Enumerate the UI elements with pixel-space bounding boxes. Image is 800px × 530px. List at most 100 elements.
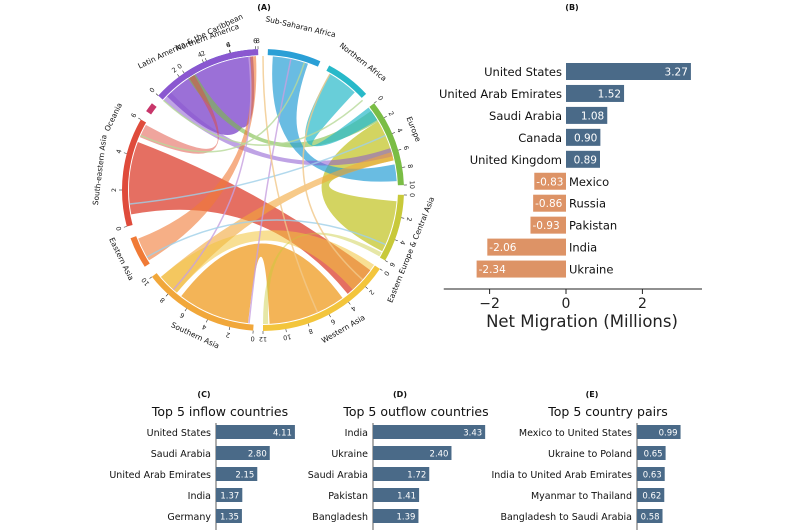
chord-tick-label-8-0: 0 [115,226,124,232]
small-category-label-1-3: Pakistan [328,491,368,502]
chord-tick-8-3 [138,117,142,120]
chord-thin-link-6 [302,73,364,281]
small-category-label-0-4: Germany [167,512,211,523]
small-category-label-2-4: Bangladesh to Saudi Arabia [500,512,632,523]
net-category-label-8: India [569,241,597,255]
net-bar-8 [487,238,566,256]
chord-tick-label-5-6: 12 [259,335,267,343]
chord-tick-6-1 [228,326,231,331]
net-category-label-7: Pakistan [569,219,617,233]
net-x-tick-label-0: −2 [479,296,500,312]
chord-thin-link-5 [146,219,386,258]
chord-tick-label-3-1: 2 [386,110,395,118]
chord-tick-10-2 [201,59,204,63]
chord-arc-4 [379,194,404,261]
chord-tick-label-6-3: 6 [178,311,186,320]
outflow-chart-title: Top 5 outflow countries [343,404,489,419]
net-bar-7 [530,216,566,234]
chord-tick-label-4-1: 2 [405,216,414,222]
chord-tick-label-10-1: 2 [170,66,178,75]
chord-tick-label-0-2: 4 [226,41,232,50]
net-bar-3 [566,128,601,146]
chord-tick-4-1 [401,217,405,219]
net-value-label-6: -0.86 [535,198,562,210]
chord-thin-links [129,55,386,324]
small-category-label-2-0: Mexico to United States [519,428,632,439]
chord-tick-6-5 [149,276,153,279]
panel-c-label: (C) [197,390,211,399]
chord-arc-2 [326,65,367,98]
chord-tick-0-2 [229,49,231,53]
chord-tick-label-0-3: 6 [253,37,258,45]
chord-tick-label-6-2: 4 [201,322,208,331]
chord-tick-label-5-3: 6 [329,317,336,326]
chord-tick-label-8-3: 6 [129,112,138,120]
chord-tick-label-4-3: 6 [388,261,397,269]
chord-arc-1 [267,49,321,67]
chord-thin-link-1 [129,134,386,205]
small-category-label-2-3: Myanmar to Thailand [531,491,632,502]
chord-tick-label-6-4: 8 [158,296,166,305]
pairs-chart-title: Top 5 country pairs [548,404,668,419]
panel-d-label: (D) [393,390,407,399]
small-bar-2-4 [637,509,663,523]
small-bar-0-2 [216,467,258,481]
chord-tick-4-3 [384,260,388,263]
chord-tick-label-5-0: 0 [382,269,391,277]
net-bar-0 [566,63,691,80]
net-bar-5 [534,172,566,190]
chord-arc-6 [151,273,254,331]
chord-thin-link-0 [248,58,292,324]
chord-tick-label-4-0: 0 [408,193,416,197]
panel-a-label: (A) [257,3,271,12]
small-value-label-2-2: 0.63 [643,471,662,481]
chord-ribbon-10 [160,230,375,293]
net-category-label-1: United Arab Emirates [439,87,562,101]
chord-tick-10-3 [229,49,231,53]
small-bar-1-4 [373,509,419,523]
small-category-label-0-1: Saudi Arabia [151,449,211,460]
small-value-label-2-4: 0.58 [641,513,660,523]
chord-tick-label-5-2: 4 [349,304,357,313]
chord-tick-8-0 [123,226,127,228]
net-value-label-9: -2.34 [479,264,506,276]
small-value-label-2-3: 0.62 [642,492,661,502]
small-bar-1-3 [373,488,420,502]
net-bar-4 [566,150,600,168]
net-value-label-3: 0.90 [574,132,597,144]
small-category-label-1-1: Ukraine [331,449,368,460]
chord-thin-link-3 [162,99,364,146]
chord-ribbon-7 [163,92,393,166]
inflow-chart-title: Top 5 inflow countries [151,404,289,419]
net-bar-1 [566,84,625,102]
chord-ribbon-1 [181,243,343,324]
chord-tick-label-0-1: 2 [200,49,207,58]
chord-tick-10-0 [155,93,159,96]
small-category-label-1-4: Bangladesh [312,512,368,523]
small-value-label-0-2: 2.15 [235,471,254,481]
chord-tick-5-0 [379,268,383,271]
chord-tick-6-2 [205,319,208,323]
net-category-label-9: Ukraine [569,263,613,277]
small-bar-2-3 [637,488,665,502]
chord-tick-3-2 [392,132,396,134]
chord-tick-label-3-2: 4 [395,127,404,134]
chord-tick-label-8-2: 4 [115,148,124,154]
chord-tick-5-1 [365,286,368,290]
small-bar-0-3 [216,488,243,502]
net-bar-9 [476,260,566,278]
chord-ribbon-6 [305,73,378,147]
small-value-label-0-3: 1.37 [220,492,239,502]
small-value-label-1-3: 1.41 [397,492,416,502]
chord-arc-3 [369,103,404,186]
chord-tick-label-3-4: 8 [406,163,415,168]
chord-arc-10 [158,49,259,100]
net-value-label-4: 0.89 [574,154,597,166]
chord-tick-label-6-0: 0 [250,335,255,343]
net-category-label-6: Russia [569,197,606,211]
chord-tick-3-1 [383,116,387,119]
small-category-label-1-0: India [345,428,368,439]
net-category-label-0: United States [484,65,562,79]
net-value-label-1: 1.52 [598,88,621,100]
net-value-label-5: -0.83 [536,176,563,188]
